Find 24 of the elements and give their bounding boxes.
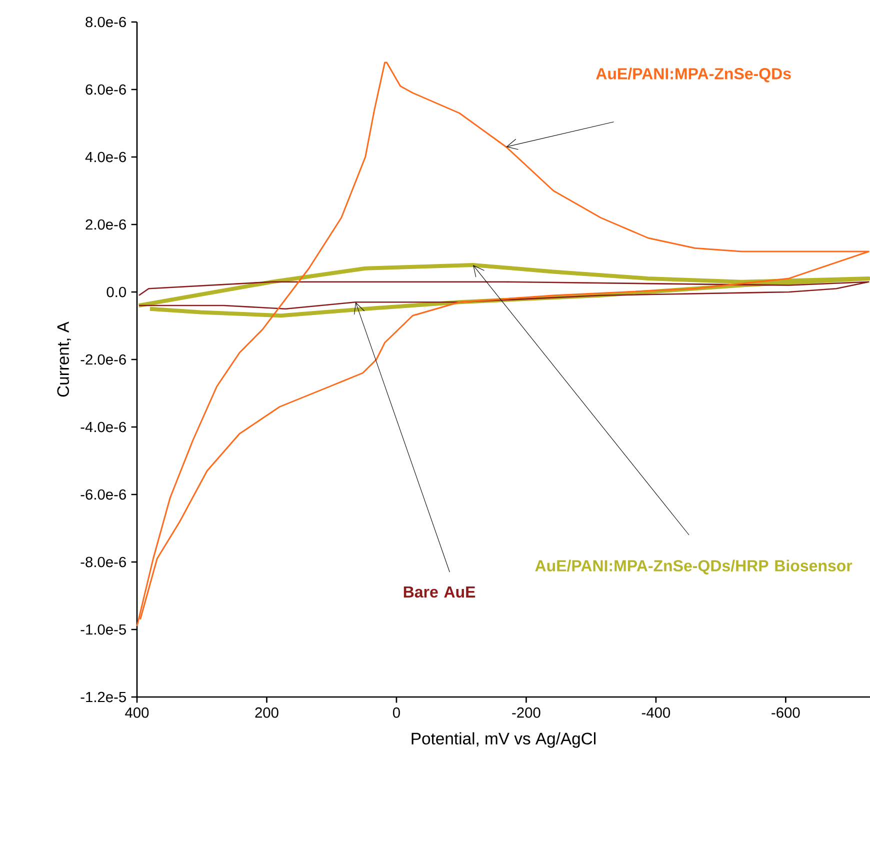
y-tick-label: -6.0e-6 — [80, 489, 126, 500]
x-tick-label: 400 — [125, 707, 149, 718]
text: AuE/PANI:MPA-ZnSe-QDs/HRP Biosensor — [535, 560, 852, 574]
x-tick-label: -200 — [512, 707, 540, 718]
y-tick-label: -4.0e-6 — [80, 422, 126, 432]
text: AuE/PANI:MPA-ZnSe-QDs — [596, 68, 791, 82]
y-tick-label: 0.0 — [106, 286, 126, 298]
x-tick-label: 200 — [255, 707, 278, 718]
y-tick-label: 8.0e-6 — [86, 16, 126, 28]
y-tick-label: -1.2e-5 — [80, 692, 126, 702]
y-tick-label: 2.0e-6 — [86, 219, 126, 230]
x-tick-label: 0 — [392, 707, 400, 718]
line-series — [138, 281, 870, 310]
x-tick-label: -600 — [772, 707, 800, 718]
y-tick-label: 4.0e-6 — [85, 152, 126, 162]
y-axis-title: Current, A — [57, 322, 71, 397]
y-tick-label: -1.0e-5 — [80, 624, 126, 635]
y-tick-label: 6.0e-6 — [86, 84, 126, 95]
text: Bare AuE — [404, 586, 476, 598]
x-axis-title: Potential, mV vs Ag/AgCl — [412, 732, 596, 748]
y-tick-label: -2.0e-6 — [80, 354, 126, 365]
y-tick-label: -8.0e-6 — [80, 556, 126, 568]
x-tick-label: -400 — [642, 707, 670, 718]
line-series — [136, 62, 870, 627]
